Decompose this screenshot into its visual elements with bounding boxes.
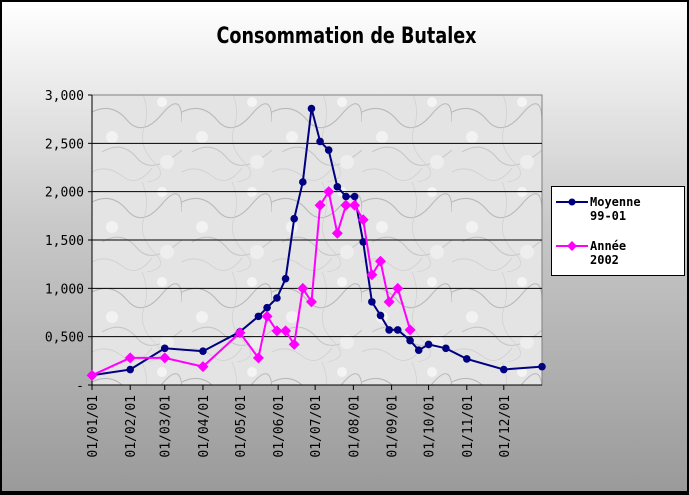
- data-point-series-2: [374, 255, 386, 267]
- data-point-series-2: [234, 327, 246, 339]
- legend: Moyenne 99-01 Année 2002: [551, 186, 685, 276]
- x-tick-label: 01/09/01: [386, 395, 401, 458]
- y-tick-label: 3,000: [45, 89, 84, 104]
- series-group: [86, 104, 546, 381]
- data-point-series-1: [406, 336, 414, 345]
- data-point-series-2: [366, 269, 378, 281]
- legend-label-series-2: Année 2002: [590, 239, 627, 267]
- data-point-series-1: [273, 294, 281, 302]
- x-tick-label: 01/05/01: [234, 395, 249, 458]
- y-tick-label: 2,000: [45, 186, 84, 201]
- data-point-series-2: [340, 199, 352, 211]
- x-axis: 01/01/01 01/02/01 01/03/01 01/04/01 01/05/01…: [86, 385, 513, 458]
- data-point-series-2: [349, 199, 361, 211]
- data-point-series-2: [331, 227, 343, 239]
- data-point-series-1: [263, 303, 271, 312]
- data-point-series-2: [252, 352, 264, 364]
- data-point-series-2: [305, 296, 317, 308]
- data-point-series-1: [281, 274, 290, 283]
- data-point-series-2: [392, 282, 404, 294]
- data-point-series-1: [299, 178, 307, 186]
- data-point-series-2: [159, 352, 171, 364]
- x-tick-label: 01/10/01: [423, 395, 438, 458]
- data-point-series-2: [357, 214, 369, 226]
- x-tick-label: 01/07/01: [309, 395, 324, 458]
- y-axis: - 0,500 1,000 1,500 2,000 2,500 3,000: [45, 89, 542, 394]
- data-point-series-1: [376, 311, 385, 320]
- data-point-series-1: [126, 365, 135, 374]
- x-tick-label: 01/12/01: [498, 395, 513, 458]
- legend-label-series-1: Moyenne 99-01: [590, 195, 641, 223]
- data-point-series-1: [316, 137, 324, 146]
- data-point-series-1: [393, 326, 402, 334]
- data-point-series-1: [385, 326, 393, 334]
- data-point-series-1: [290, 214, 298, 223]
- x-tick-label: 01/04/01: [197, 395, 212, 458]
- data-point-series-1: [254, 312, 263, 321]
- data-point-series-2: [124, 352, 136, 364]
- x-tick-label: 01/11/01: [461, 395, 476, 458]
- data-point-series-2: [280, 325, 292, 337]
- data-point-series-2: [271, 325, 283, 337]
- data-point-series-1: [160, 344, 169, 353]
- y-tick-label: 2,500: [45, 137, 84, 152]
- data-point-series-2: [314, 199, 326, 211]
- data-point-series-2: [261, 310, 273, 322]
- data-point-series-2: [288, 338, 300, 350]
- data-point-series-1: [342, 192, 350, 201]
- data-point-series-2: [404, 324, 416, 336]
- data-point-series-2: [383, 296, 395, 308]
- legend-marker-diamond-icon: [556, 241, 588, 251]
- data-point-series-1: [538, 362, 546, 371]
- y-tick-label: 1,500: [45, 234, 84, 249]
- data-point-series-1: [414, 346, 423, 355]
- x-tick-label: 01/08/01: [347, 395, 362, 458]
- data-point-series-2: [86, 369, 98, 381]
- data-point-series-1: [359, 238, 368, 246]
- data-point-series-1: [333, 183, 342, 191]
- x-tick-label: 01/06/01: [272, 395, 287, 458]
- data-point-series-2: [323, 186, 335, 198]
- x-tick-label: 01/01/01: [86, 395, 101, 458]
- data-point-series-2: [297, 282, 309, 294]
- x-tick-label: 01/02/01: [124, 395, 139, 458]
- data-point-series-1: [424, 340, 433, 349]
- y-tick-label: 1,000: [45, 282, 84, 297]
- y-tick-label: -: [76, 379, 84, 394]
- data-point-series-1: [462, 355, 471, 363]
- legend-marker-circle-icon: [556, 198, 588, 206]
- data-point-series-1: [199, 347, 207, 355]
- data-point-series-1: [324, 146, 333, 154]
- y-tick-label: 0,500: [45, 331, 84, 346]
- data-point-series-1: [442, 344, 450, 353]
- data-point-series-1: [499, 365, 508, 374]
- data-point-series-2: [197, 361, 209, 373]
- data-point-series-1: [368, 298, 376, 306]
- data-point-series-1: [307, 104, 316, 113]
- chart-title: Consommation de Butalex: [216, 24, 477, 49]
- data-point-series-1: [350, 192, 359, 201]
- x-tick-label: 01/03/01: [159, 395, 174, 458]
